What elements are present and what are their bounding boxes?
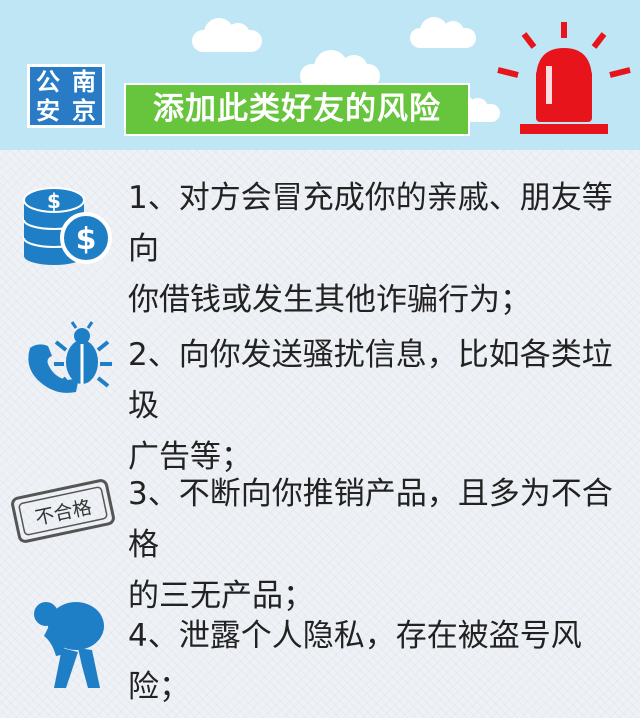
- risk-item-3: 3、不断向你推销产品，且多为不合格 的三无产品；: [128, 469, 628, 622]
- risk-item-3-line2: 的三无产品；: [128, 578, 314, 614]
- risk-item-1-line1: 1、对方会冒充成你的亲戚、朋友等向: [128, 180, 613, 267]
- alarm-siren-icon: [497, 22, 631, 134]
- risk-item-4-line1: 4、泄露个人隐私，存在被盗号风险；: [128, 618, 582, 705]
- logo-char: 安: [36, 96, 60, 125]
- cloud-decoration: [192, 18, 262, 52]
- stamp-label: 不合格: [33, 496, 93, 529]
- bug-phone-icon: [28, 321, 112, 393]
- money-coins-icon: $ $: [23, 187, 112, 265]
- risk-item-2-line2: 广告等；: [128, 439, 252, 475]
- svg-text:$: $: [76, 222, 97, 257]
- logo-char: 南: [72, 67, 96, 96]
- section-title-banner: 添加此类好友的风险: [124, 83, 470, 136]
- svg-text:$: $: [47, 189, 61, 213]
- risk-item-2: 2、向你发送骚扰信息，比如各类垃圾 广告等；: [128, 330, 628, 483]
- thief-icon: [34, 602, 104, 688]
- logo-char: 京: [72, 96, 96, 125]
- police-logo: 公 南 安 京: [27, 64, 105, 128]
- risk-item-4: 4、泄露个人隐私，存在被盗号风险；: [128, 611, 628, 713]
- risk-item-1-line2: 你借钱或发生其他诈骗行为；: [128, 282, 531, 318]
- logo-char: 公: [36, 67, 60, 96]
- risk-item-2-line1: 2、向你发送骚扰信息，比如各类垃圾: [128, 337, 613, 424]
- risk-item-3-line1: 3、不断向你推销产品，且多为不合格: [128, 476, 613, 563]
- unqualified-stamp-icon: 不合格: [11, 479, 115, 543]
- cloud-decoration: [410, 17, 476, 48]
- risk-item-1: 1、对方会冒充成你的亲戚、朋友等向 你借钱或发生其他诈骗行为；: [128, 173, 628, 326]
